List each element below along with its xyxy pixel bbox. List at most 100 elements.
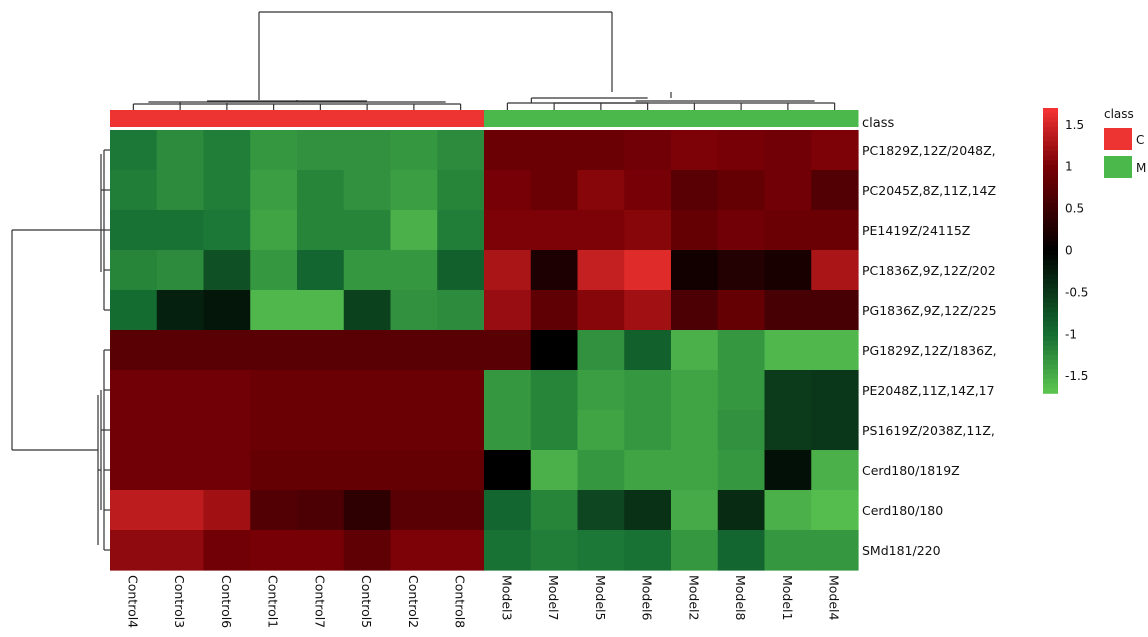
heatmap-cell — [530, 250, 579, 291]
class-legend: CM — [1104, 128, 1146, 178]
heatmap-cell — [671, 370, 719, 411]
heatmap-cell — [624, 210, 672, 251]
column-label: Control7 — [312, 575, 327, 628]
heatmap-cell — [250, 530, 298, 571]
heatmap-cell — [343, 250, 392, 291]
heatmap-cell — [530, 490, 579, 531]
heatmap-cell — [156, 410, 205, 451]
row-dendrogram — [11, 149, 110, 551]
colorbar-segment — [1043, 136, 1058, 143]
heatmap-cell — [390, 330, 438, 371]
class-bar-segment — [297, 110, 345, 127]
heatmap-cell — [156, 170, 205, 211]
heatmap-cell — [671, 330, 719, 371]
heatmap-cell — [764, 170, 812, 211]
heatmap-cell — [484, 130, 532, 171]
heatmap-cell — [390, 250, 438, 291]
class-annotation-bar — [110, 110, 859, 127]
colorbar-segment — [1043, 307, 1058, 314]
row-label: PG1836Z,9Z,12Z/225 — [862, 303, 997, 318]
heatmap-cell — [250, 450, 298, 491]
heatmap-cell — [156, 210, 205, 251]
colorbar-segment — [1043, 350, 1058, 356]
heatmap-cell — [297, 530, 345, 571]
heatmap-cell — [671, 410, 719, 451]
heatmap-cell — [624, 370, 672, 411]
heatmap-cell — [297, 330, 345, 371]
class-legend-label: C — [1136, 133, 1144, 147]
colorbar-segment — [1043, 108, 1058, 114]
colorbar-segment — [1043, 269, 1058, 276]
colorbar-segment — [1043, 160, 1058, 166]
heatmap-cell — [624, 130, 672, 171]
heatmap-cell — [250, 210, 298, 251]
heatmap-cell — [297, 290, 345, 331]
colorbar-segment — [1043, 298, 1058, 304]
row-label: PC1829Z,12Z/2048Z, — [862, 143, 996, 158]
heatmap-cell — [671, 130, 719, 171]
heatmap-cell — [390, 530, 438, 571]
heatmap-cell — [764, 370, 812, 411]
heatmap-cell — [343, 290, 392, 331]
heatmap-cell — [530, 130, 579, 171]
heatmap-cell — [437, 250, 485, 291]
heatmap-cell — [203, 170, 251, 211]
heatmap-cell — [717, 130, 766, 171]
colorbar-segment — [1043, 288, 1058, 295]
class-bar-segment — [764, 110, 812, 127]
heatmap-cell — [110, 450, 158, 491]
heatmap-cell — [484, 370, 532, 411]
column-label: Model8 — [733, 575, 748, 621]
column-label: Control8 — [453, 575, 468, 628]
colorbar-segment — [1043, 383, 1058, 390]
class-bar-segment — [624, 110, 672, 127]
colorbar-segment — [1043, 312, 1058, 318]
heatmap-cell — [530, 290, 579, 331]
heatmap-cell — [577, 370, 625, 411]
heatmap-cell — [717, 450, 766, 491]
heatmap-cell — [203, 290, 251, 331]
heatmap-cell — [530, 370, 579, 411]
heatmap-cell — [437, 450, 485, 491]
heatmap-cell — [390, 130, 438, 171]
colorbar-tick-label: 1 — [1065, 160, 1073, 174]
heatmap-cell — [343, 130, 392, 171]
heatmap-cell — [624, 290, 672, 331]
heatmap-cell — [390, 450, 438, 491]
row-label: Cerd180/180 — [862, 503, 943, 518]
colorbar-segment — [1043, 336, 1058, 342]
colorbar-tick-label: 1.5 — [1065, 118, 1084, 132]
heatmap-cell — [156, 490, 205, 531]
heatmap-cell — [390, 170, 438, 211]
heatmap-cell — [484, 450, 532, 491]
heatmap-cell — [530, 530, 579, 571]
colorbar-segment — [1043, 369, 1058, 375]
class-bar-segment — [437, 110, 485, 127]
heatmap-cell — [297, 490, 345, 531]
heatmap-cell — [764, 450, 812, 491]
column-label: Control6 — [219, 575, 234, 628]
heatmap-cell — [811, 410, 859, 451]
colorbar-segment — [1043, 355, 1058, 361]
heatmap-cell — [110, 370, 158, 411]
colorbar-segment — [1043, 131, 1058, 138]
heatmap-cell — [764, 290, 812, 331]
heatmap-cell — [811, 490, 859, 531]
colorbar-segment — [1043, 122, 1058, 128]
heatmap-cell — [811, 370, 859, 411]
heatmap-cell — [717, 250, 766, 291]
colorbar-segment — [1043, 179, 1058, 185]
heatmap-cell — [250, 170, 298, 211]
colorbar-segment — [1043, 117, 1058, 124]
heatmap-cell — [624, 530, 672, 571]
colorbar-segment — [1043, 279, 1058, 285]
colorbar-segment — [1043, 317, 1058, 323]
class-bar-label: class — [862, 116, 894, 131]
heatmap-cell — [811, 450, 859, 491]
heatmap-cell — [343, 450, 392, 491]
heatmap-cell — [484, 530, 532, 571]
row-label: PS1619Z/2038Z,11Z, — [862, 423, 995, 438]
colorbar-segment — [1043, 222, 1058, 228]
column-label: Control4 — [125, 575, 140, 628]
colorbar-segment — [1043, 283, 1058, 290]
